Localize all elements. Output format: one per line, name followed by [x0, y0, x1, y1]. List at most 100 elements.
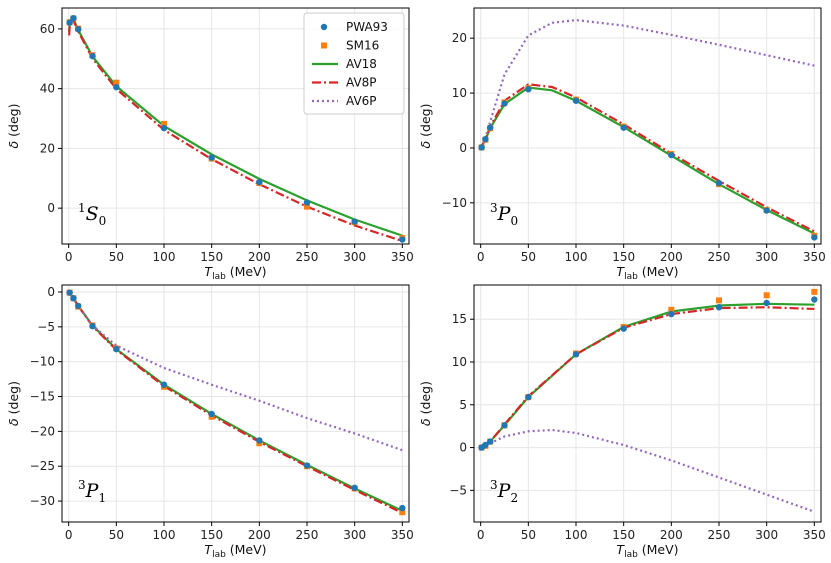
- x-tick-label: 50: [521, 528, 536, 542]
- data-point-pwa93: [160, 124, 168, 132]
- data-point-sm16: [668, 306, 675, 313]
- panel-label-sub: 0: [510, 214, 518, 228]
- data-point-pwa93: [399, 236, 406, 243]
- panel-label-sub: 1: [98, 491, 106, 505]
- x-tick-label: 300: [755, 250, 778, 264]
- x-tick-label: 100: [153, 250, 176, 264]
- y-axis-label-symbol: δ: [418, 418, 433, 426]
- y-tick-label: 20: [40, 141, 55, 155]
- y-tick-label: −10: [442, 196, 467, 210]
- y-axis-label-symbol: δ: [6, 418, 21, 426]
- data-point-pwa93: [715, 304, 723, 311]
- x-axis-label-main: T: [204, 264, 213, 279]
- x-tick-label: 250: [296, 528, 319, 542]
- y-tick-label: −25: [30, 459, 55, 473]
- y-tick-label: 10: [452, 355, 467, 369]
- x-tick-label: 250: [708, 250, 731, 264]
- data-point-pwa93: [668, 310, 675, 318]
- plot-frame: [61, 7, 410, 245]
- x-axis-label-sub: lab: [212, 550, 226, 560]
- data-point-pwa93: [256, 437, 263, 444]
- data-point-pwa93: [208, 410, 215, 418]
- legend-label-av18: AV18: [346, 57, 377, 71]
- data-point-pwa93: [487, 438, 494, 445]
- data-point-pwa93: [763, 207, 770, 214]
- x-tick-label: 0: [65, 528, 73, 542]
- x-tick-label: 150: [612, 528, 635, 542]
- x-tick-label: 100: [565, 250, 588, 264]
- x-tick-label: 50: [521, 250, 536, 264]
- data-point-pwa93: [525, 86, 532, 93]
- x-tick-label: 300: [755, 528, 778, 542]
- y-tick-label: 20: [452, 31, 467, 45]
- data-point-pwa93: [66, 19, 73, 26]
- x-tick-label: 150: [200, 250, 223, 264]
- data-point-pwa93: [501, 100, 508, 107]
- x-axis-label-unit: (MeV): [226, 264, 267, 279]
- data-point-pwa93: [89, 322, 96, 330]
- legend-box: [303, 12, 405, 115]
- y-axis-label: δ (deg): [418, 104, 433, 149]
- y-tick-label: 60: [40, 22, 55, 36]
- x-axis-label-unit: (MeV): [638, 542, 679, 557]
- data-point-pwa93: [75, 26, 82, 33]
- data-point-pwa93: [811, 296, 818, 303]
- x-tick-label: 350: [391, 528, 414, 542]
- data-point-pwa93: [811, 234, 818, 241]
- y-axis-label-symbol: δ: [6, 140, 21, 148]
- y-tick-label: −5: [449, 483, 467, 497]
- data-point-pwa93: [668, 151, 675, 159]
- x-tick-label: 0: [477, 250, 485, 264]
- legend-label-sm16: SM16: [346, 39, 379, 53]
- series-line-av18: [67, 291, 403, 512]
- series-line-av8p: [67, 291, 403, 514]
- data-point-pwa93: [715, 179, 723, 187]
- data-point-pwa93: [482, 441, 489, 449]
- x-tick-label: 150: [612, 250, 635, 264]
- y-tick-label: −15: [30, 390, 55, 404]
- x-tick-label: 200: [248, 528, 271, 542]
- x-axis-label: Tlab (MeV): [616, 542, 678, 560]
- data-point-pwa93: [89, 52, 96, 60]
- data-point-sm16: [715, 297, 722, 304]
- x-axis-label-sub: lab: [624, 550, 638, 560]
- x-tick-label: 50: [109, 250, 124, 264]
- x-tick-label: 300: [343, 528, 366, 542]
- x-axis-label-unit: (MeV): [638, 264, 679, 279]
- data-point-pwa93: [399, 504, 406, 512]
- x-tick-label: 350: [391, 250, 414, 264]
- legend: PWA93 SM16 AV18 AV8P AV6P: [303, 12, 405, 115]
- panel-label-sup: 3: [490, 478, 498, 492]
- y-axis-label-unit: (deg): [6, 381, 21, 418]
- legend-label-pwa93: PWA93: [346, 20, 388, 34]
- series-line-av6p: [479, 18, 815, 149]
- chart-panel-3: 0 50 100 150 200 250 300 350 0 −5 −10 −15 −20 −25 −30 T…: [6, 284, 414, 560]
- legend-marker-sm16: [321, 42, 327, 49]
- data-point-pwa93: [572, 97, 580, 104]
- data-point-pwa93: [70, 295, 77, 302]
- data-point-pwa93: [256, 178, 263, 186]
- chart-panel-4: 0 50 100 150 200 250 300 350 −5 0 5 10 15 Tlab (MeV) δ…: [418, 284, 826, 560]
- x-tick-label: 0: [477, 528, 485, 542]
- y-axis-label-unit: (deg): [6, 104, 21, 141]
- legend-marker-pwa93: [320, 23, 328, 31]
- data-point-pwa93: [525, 393, 532, 401]
- x-axis-label: Tlab (MeV): [616, 264, 678, 282]
- legend-label-av6p: AV6P: [346, 94, 377, 108]
- y-tick-label: 15: [452, 312, 467, 326]
- y-axis-label-symbol: δ: [418, 140, 433, 148]
- y-tick-label: −20: [30, 424, 55, 438]
- y-tick-label: 0: [47, 201, 55, 215]
- y-tick-label: 0: [459, 441, 467, 455]
- panel-label-main: P: [85, 480, 100, 502]
- y-axis-label: δ (deg): [418, 381, 433, 426]
- panel-label-sub: 2: [510, 491, 518, 505]
- x-tick-label: 250: [296, 250, 319, 264]
- data-point-pwa93: [572, 351, 580, 358]
- data-point-pwa93: [113, 83, 120, 91]
- x-axis-label-sub: lab: [624, 272, 638, 282]
- data-point-pwa93: [482, 135, 489, 143]
- data-point-pwa93: [351, 484, 358, 492]
- panel-label: 1S0: [78, 201, 106, 228]
